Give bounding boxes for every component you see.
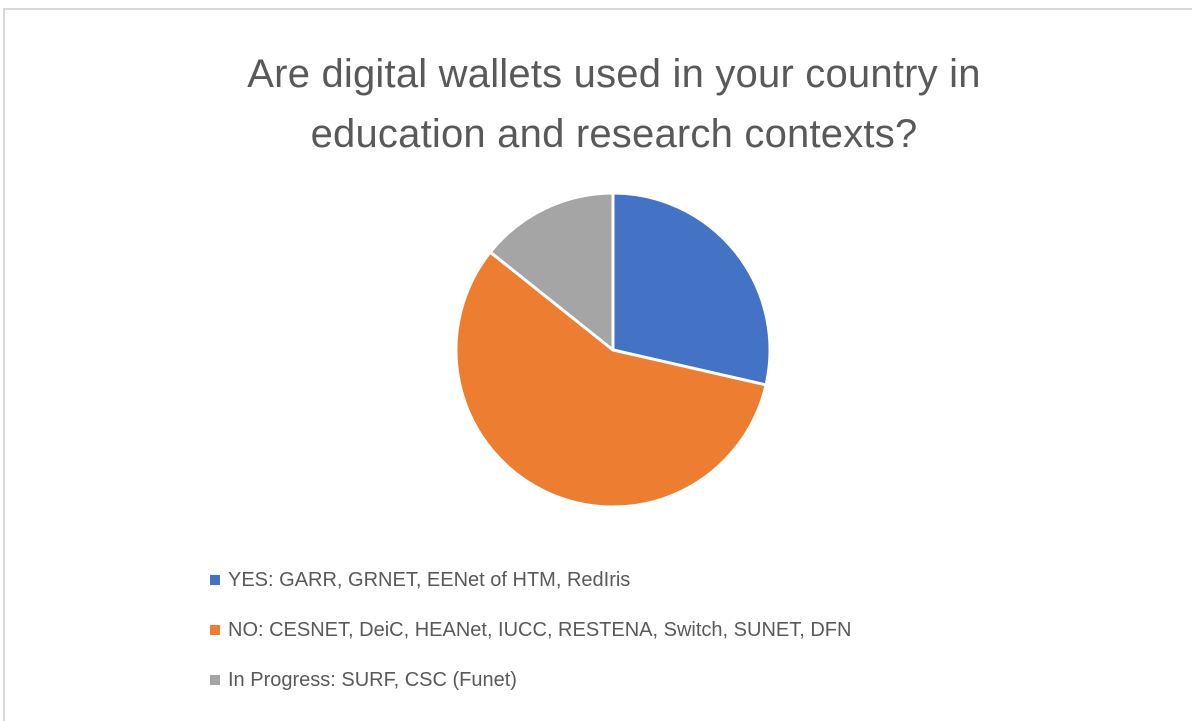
- legend-label-no: NO: CESNET, DeiC, HEANet, IUCC, RESTENA,…: [228, 618, 852, 641]
- legend-item-in-progress: In Progress: SURF, CSC (Funet): [210, 655, 1110, 705]
- legend-swatch-in-progress: [210, 675, 220, 685]
- chart-title-line-1: Are digital wallets used in your country…: [247, 52, 981, 96]
- legend: YES: GARR, GRNET, EENet of HTM, RedIris …: [210, 555, 1110, 705]
- legend-item-no: NO: CESNET, DeiC, HEANet, IUCC, RESTENA,…: [210, 605, 1110, 655]
- legend-swatch-yes: [210, 575, 220, 585]
- pie-slice-in-progress: [488, 191, 615, 352]
- chart-title: Are digital wallets used in your country…: [0, 44, 1192, 164]
- legend-label-in-progress: In Progress: SURF, CSC (Funet): [228, 668, 517, 691]
- legend-label-yes: YES: GARR, GRNET, EENet of HTM, RedIris: [228, 568, 631, 591]
- pie-slices: [454, 191, 772, 509]
- legend-item-yes: YES: GARR, GRNET, EENet of HTM, RedIris: [210, 555, 1110, 605]
- chart-title-line-2: education and research contexts?: [310, 112, 918, 156]
- pie-slice-yes: [611, 191, 772, 387]
- pie-slice-no: [454, 250, 768, 509]
- legend-swatch-no: [210, 625, 220, 635]
